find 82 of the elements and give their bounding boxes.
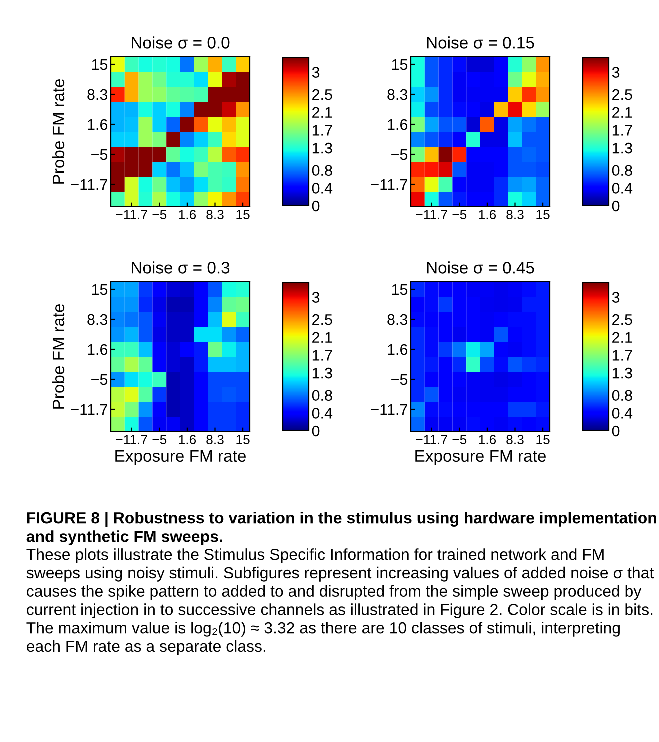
color-bar-label: 1.3 bbox=[312, 142, 332, 154]
y-tick-label: −11.7 bbox=[371, 404, 408, 416]
y-tick-label: −5 bbox=[392, 374, 408, 386]
chart-title: Noise σ = 0.0 bbox=[132, 36, 230, 49]
x-tick-label: −11.7 bbox=[416, 435, 448, 444]
color-bar-label: 0 bbox=[612, 426, 620, 437]
text: These plots illustrate the Stimulus Specific Information for trained network and FM sweeps using noisy stimuli. Subfigures represent increasing values of added noise σ that causes the spike pattern to added to and disrupted from the simple sweep produced by current injection in to successive channels as illustrated in Figure 2. Color scale is in bits. The maximum value is log₂(10) ≈ 3.32 as there are 10 classes of stimuli, interpreting each FM rate as a separate class. bbox=[26, 548, 654, 656]
x-tick-label: 1.6 bbox=[179, 435, 196, 444]
color-bar-label: 3 bbox=[312, 292, 320, 303]
color-bar-label: 0.4 bbox=[612, 183, 633, 194]
x-tick-label: 8.3 bbox=[506, 435, 524, 444]
x-tick-label: 15 bbox=[536, 435, 550, 444]
x-tick-label: −5 bbox=[152, 210, 167, 220]
color-bar-label: 0 bbox=[312, 426, 320, 437]
caption: FIGURE 8 | Robustness to variation in the stimulus using hardware implementation and synthetic FM sweeps. bbox=[26, 512, 656, 546]
color-bar-label: 0.4 bbox=[312, 183, 333, 194]
x-tick-label: −5 bbox=[452, 210, 467, 220]
color-bar-label: 1.7 bbox=[312, 350, 332, 361]
color-bar-label: 0.8 bbox=[312, 165, 332, 176]
y-tick-label: 8.3 bbox=[388, 314, 408, 326]
x-tick-label: 1.6 bbox=[479, 210, 496, 220]
color-bar-label: 0.8 bbox=[312, 390, 332, 402]
y-axis-title: Probe FM rate bbox=[52, 304, 65, 409]
y-tick-label: 1.6 bbox=[88, 344, 108, 356]
y-tick-label: 15 bbox=[92, 284, 108, 296]
color-bar-label: 2.5 bbox=[312, 314, 332, 326]
x-axis-title: Exposure FM rate bbox=[116, 450, 246, 466]
y-tick-label: −5 bbox=[392, 150, 408, 160]
color-bar-label: 1.3 bbox=[612, 368, 632, 379]
y-tick-label: −5 bbox=[92, 150, 108, 160]
color-bar-label: 0.8 bbox=[612, 390, 632, 402]
color-bar-label: 0 bbox=[612, 200, 620, 212]
x-tick-label: −5 bbox=[452, 435, 467, 444]
color-bar-label: 0.4 bbox=[312, 408, 333, 419]
y-tick-label: 1.6 bbox=[388, 119, 408, 130]
x-tick-label: 8.3 bbox=[206, 435, 224, 444]
x-tick-label: −5 bbox=[152, 435, 167, 444]
color-bar-label: 0.4 bbox=[612, 408, 633, 419]
color-bar-label: 2.1 bbox=[612, 332, 632, 343]
y-tick-label: 15 bbox=[92, 60, 108, 70]
y-tick-label: −11.7 bbox=[71, 404, 108, 416]
x-tick-label: 8.3 bbox=[206, 210, 224, 220]
y-tick-label: 15 bbox=[392, 60, 408, 70]
color-bar-label: 1.3 bbox=[612, 142, 632, 154]
color-bar-label: 3 bbox=[612, 67, 620, 78]
color-bar-label: 1.3 bbox=[312, 368, 332, 379]
y-tick-label: 15 bbox=[392, 284, 408, 296]
x-tick-label: −11.7 bbox=[116, 435, 148, 444]
color-bar-label: 2.5 bbox=[612, 314, 632, 326]
color-bar-label: 1.7 bbox=[612, 125, 632, 136]
chart-title: Noise σ = 0.3 bbox=[132, 262, 230, 274]
x-tick-label: 15 bbox=[236, 435, 250, 444]
color-bar-label: 1.7 bbox=[612, 350, 632, 361]
x-tick-label: 1.6 bbox=[179, 210, 196, 220]
color-bar-label: 0 bbox=[312, 200, 320, 212]
y-tick-label: 1.6 bbox=[88, 119, 108, 130]
x-tick-label: −11.7 bbox=[116, 210, 148, 220]
x-tick-label: 1.6 bbox=[479, 435, 496, 444]
x-tick-label: 8.3 bbox=[506, 210, 524, 220]
color-bar-label: 2.1 bbox=[312, 107, 332, 118]
x-tick-label: 15 bbox=[536, 210, 550, 220]
y-tick-label: 8.3 bbox=[88, 314, 108, 326]
color-bar-label: 2.1 bbox=[612, 107, 632, 118]
color-bar-label: 2.5 bbox=[612, 89, 632, 100]
color-bar-label: 2.1 bbox=[312, 332, 332, 343]
y-tick-label: −11.7 bbox=[371, 180, 408, 190]
x-tick-label: −11.7 bbox=[416, 210, 448, 220]
color-bar-label: 1.7 bbox=[312, 125, 332, 136]
y-axis-title: Probe FM rate bbox=[52, 79, 65, 184]
y-tick-label: 1.6 bbox=[388, 344, 408, 356]
y-tick-label: 8.3 bbox=[88, 89, 108, 100]
x-axis-title: Exposure FM rate bbox=[416, 450, 546, 466]
y-tick-label: −5 bbox=[92, 374, 108, 386]
color-bar-label: 2.5 bbox=[312, 89, 332, 100]
chart-title: Noise σ = 0.45 bbox=[427, 262, 534, 274]
color-bar-label: 3 bbox=[312, 67, 320, 78]
y-tick-label: −11.7 bbox=[71, 180, 108, 190]
y-tick-label: 8.3 bbox=[388, 89, 408, 100]
x-tick-label: 15 bbox=[236, 210, 250, 220]
chart-title: Noise σ = 0.15 bbox=[427, 36, 534, 49]
color-bar-label: 3 bbox=[612, 292, 620, 303]
color-bar-label: 0.8 bbox=[612, 165, 632, 176]
